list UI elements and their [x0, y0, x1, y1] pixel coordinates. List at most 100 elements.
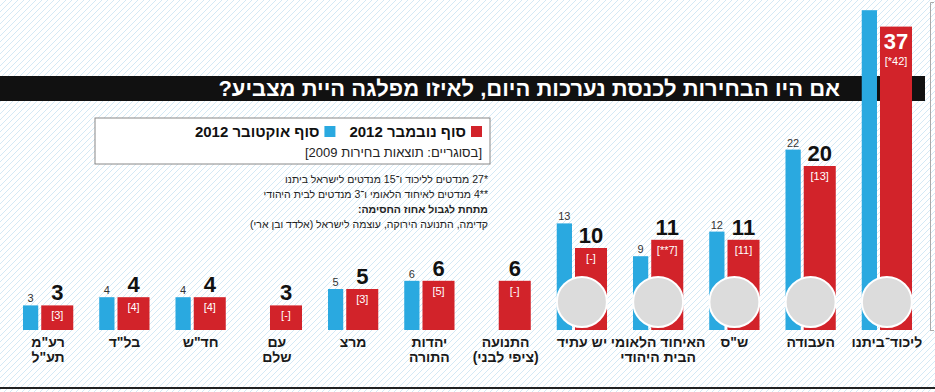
- x-tick: התנועה(ציפי לבני): [473, 334, 539, 365]
- label-2009: [3]: [356, 293, 368, 305]
- x-tick: רע"מתע"ל: [31, 334, 65, 365]
- bar: [404, 281, 419, 330]
- value-label: 4: [204, 272, 217, 297]
- x-tick-label: רע"מתע"ל: [31, 334, 65, 365]
- bar: [499, 281, 531, 330]
- x-tick: ליכוד־ביתנו: [852, 334, 923, 350]
- portraits: [557, 277, 912, 327]
- value-label: 11: [732, 215, 755, 240]
- subtitle: [בסוגריים: תוצאות בחירות 2009]: [305, 145, 482, 160]
- bar: [422, 281, 454, 330]
- label-2009: [4]: [204, 301, 216, 313]
- value-label: 4: [127, 272, 140, 297]
- x-tick-label: חד"ש: [183, 334, 219, 350]
- x-tick-label: יש עתיד: [557, 334, 607, 350]
- portrait: [786, 277, 836, 327]
- value-label: 6: [509, 256, 521, 281]
- value-label: 5: [333, 276, 339, 288]
- x-tick-label: העבודה: [786, 334, 835, 350]
- annotation: **4 מנדטים לאיחוד הלאומי ו־3 מנדטים לבית…: [264, 188, 488, 200]
- x-tick-label: עםשלם: [262, 334, 291, 365]
- x-tick-label: ש"ס: [721, 334, 749, 350]
- label-2009: [5]: [432, 285, 444, 297]
- annotation: *27 מנדטים לליכוד ו־15 מנדטים לישראל בית…: [285, 173, 488, 185]
- y-tick: [930, 330, 934, 331]
- bar: [41, 305, 73, 330]
- label-2009: [13]: [811, 170, 829, 182]
- value-label: 4: [180, 284, 186, 296]
- background: [0, 0, 935, 392]
- bars: [23, 10, 912, 330]
- bar: [270, 305, 302, 330]
- y-tick-mark: [930, 330, 934, 331]
- bar: [175, 297, 190, 330]
- bottom-rule: [0, 387, 935, 389]
- x-tick-label: מרצ: [340, 334, 367, 350]
- data-labels: 37[*42] 20 [13] 11 [11] 11 [**7] 10 [-] 6 [-] 6 [5] 5…: [28, 29, 909, 322]
- x-tick: עםשלם: [262, 334, 291, 365]
- label-2009: [-]: [281, 309, 291, 321]
- label-2009: [4]: [127, 301, 139, 313]
- y-axis-line: [931, 3, 935, 331]
- label-2009: [-]: [586, 252, 596, 264]
- bar: [346, 289, 378, 330]
- x-tick: חד"ש: [183, 334, 219, 350]
- bar: [117, 297, 149, 330]
- value-label: 20: [808, 141, 832, 166]
- label-2009: [11]: [735, 244, 753, 256]
- value-label: 11: [656, 215, 679, 240]
- x-tick-label: התנועה(ציפי לבני): [473, 334, 539, 365]
- title: אם היו הבחירות לכנסת נערכות היום, לאיזו …: [218, 76, 840, 101]
- value-label: 37: [884, 29, 908, 54]
- notes: *27 מנדטים לליכוד ו־15 מנדטים לישראל בית…: [250, 173, 488, 230]
- value-label: 9: [638, 243, 644, 255]
- portrait: [709, 277, 759, 327]
- x-tick-label: האיחוד הלאומיהבית היהודי: [611, 334, 706, 365]
- value-label: 10: [579, 223, 603, 248]
- bar: [99, 297, 114, 330]
- legend-box: [95, 118, 490, 164]
- bar: [194, 297, 226, 330]
- value-label: 6: [409, 268, 415, 280]
- label-2009: [3]: [51, 309, 63, 321]
- x-tick: יהדותהתורה: [409, 334, 450, 365]
- bar: [328, 289, 343, 330]
- x-tick: מרצ: [340, 334, 367, 350]
- label-2009: [*42]: [885, 55, 908, 67]
- portrait: [557, 277, 607, 327]
- x-tick-label: ליכוד־ביתנו: [852, 334, 923, 350]
- legend-swatch: [471, 126, 482, 137]
- title-band: [0, 76, 925, 101]
- annotation: קדימה, התנועה הירוקה, עוצמה לישראל (אלדד…: [250, 218, 488, 230]
- value-label: 13: [558, 210, 570, 222]
- portrait: [862, 277, 912, 327]
- value-label: 12: [711, 219, 723, 231]
- legend-label: סוף נובמבר 2012: [349, 123, 466, 140]
- legend: סוף נובמבר 2012 סוף אוקטובר 2012 [בסוגריים…: [95, 118, 490, 164]
- label-2009: [**7]: [657, 244, 678, 256]
- legend-swatch: [324, 126, 335, 137]
- x-tick-label: יהדותהתורה: [409, 334, 450, 365]
- portrait: [633, 277, 683, 327]
- value-label: 3: [51, 280, 63, 305]
- x-tick: ש"ס: [721, 334, 749, 350]
- y-axis: [930, 3, 934, 331]
- value-label: 3: [28, 292, 34, 304]
- value-label: 5: [356, 264, 368, 289]
- value-label: 4: [104, 284, 110, 296]
- value-label: 22: [787, 137, 799, 149]
- x-tick: יש עתיד: [557, 334, 607, 350]
- legend-label: סוף אוקטובר 2012: [195, 123, 320, 140]
- value-label: 3: [280, 280, 292, 305]
- x-tick: האיחוד הלאומיהבית היהודי: [611, 334, 706, 365]
- x-tick: בל"ד: [109, 334, 141, 350]
- label-2009: [-]: [510, 285, 520, 297]
- annotation: מתחת לגבול אחוז החסימה:: [358, 203, 488, 215]
- x-axis: ליכוד־ביתנו העבודה ש"ס האיחוד הלאומיהבית הי…: [31, 334, 922, 365]
- x-tick-label: בל"ד: [109, 334, 141, 350]
- value-label: 6: [432, 256, 444, 281]
- chart: אם היו הבחירות לכנסת נערכות היום, לאיזו …: [0, 0, 935, 392]
- bar: [23, 305, 38, 330]
- chart-svg: אם היו הבחירות לכנסת נערכות היום, לאיזו …: [0, 0, 935, 392]
- x-tick: העבודה: [786, 334, 835, 350]
